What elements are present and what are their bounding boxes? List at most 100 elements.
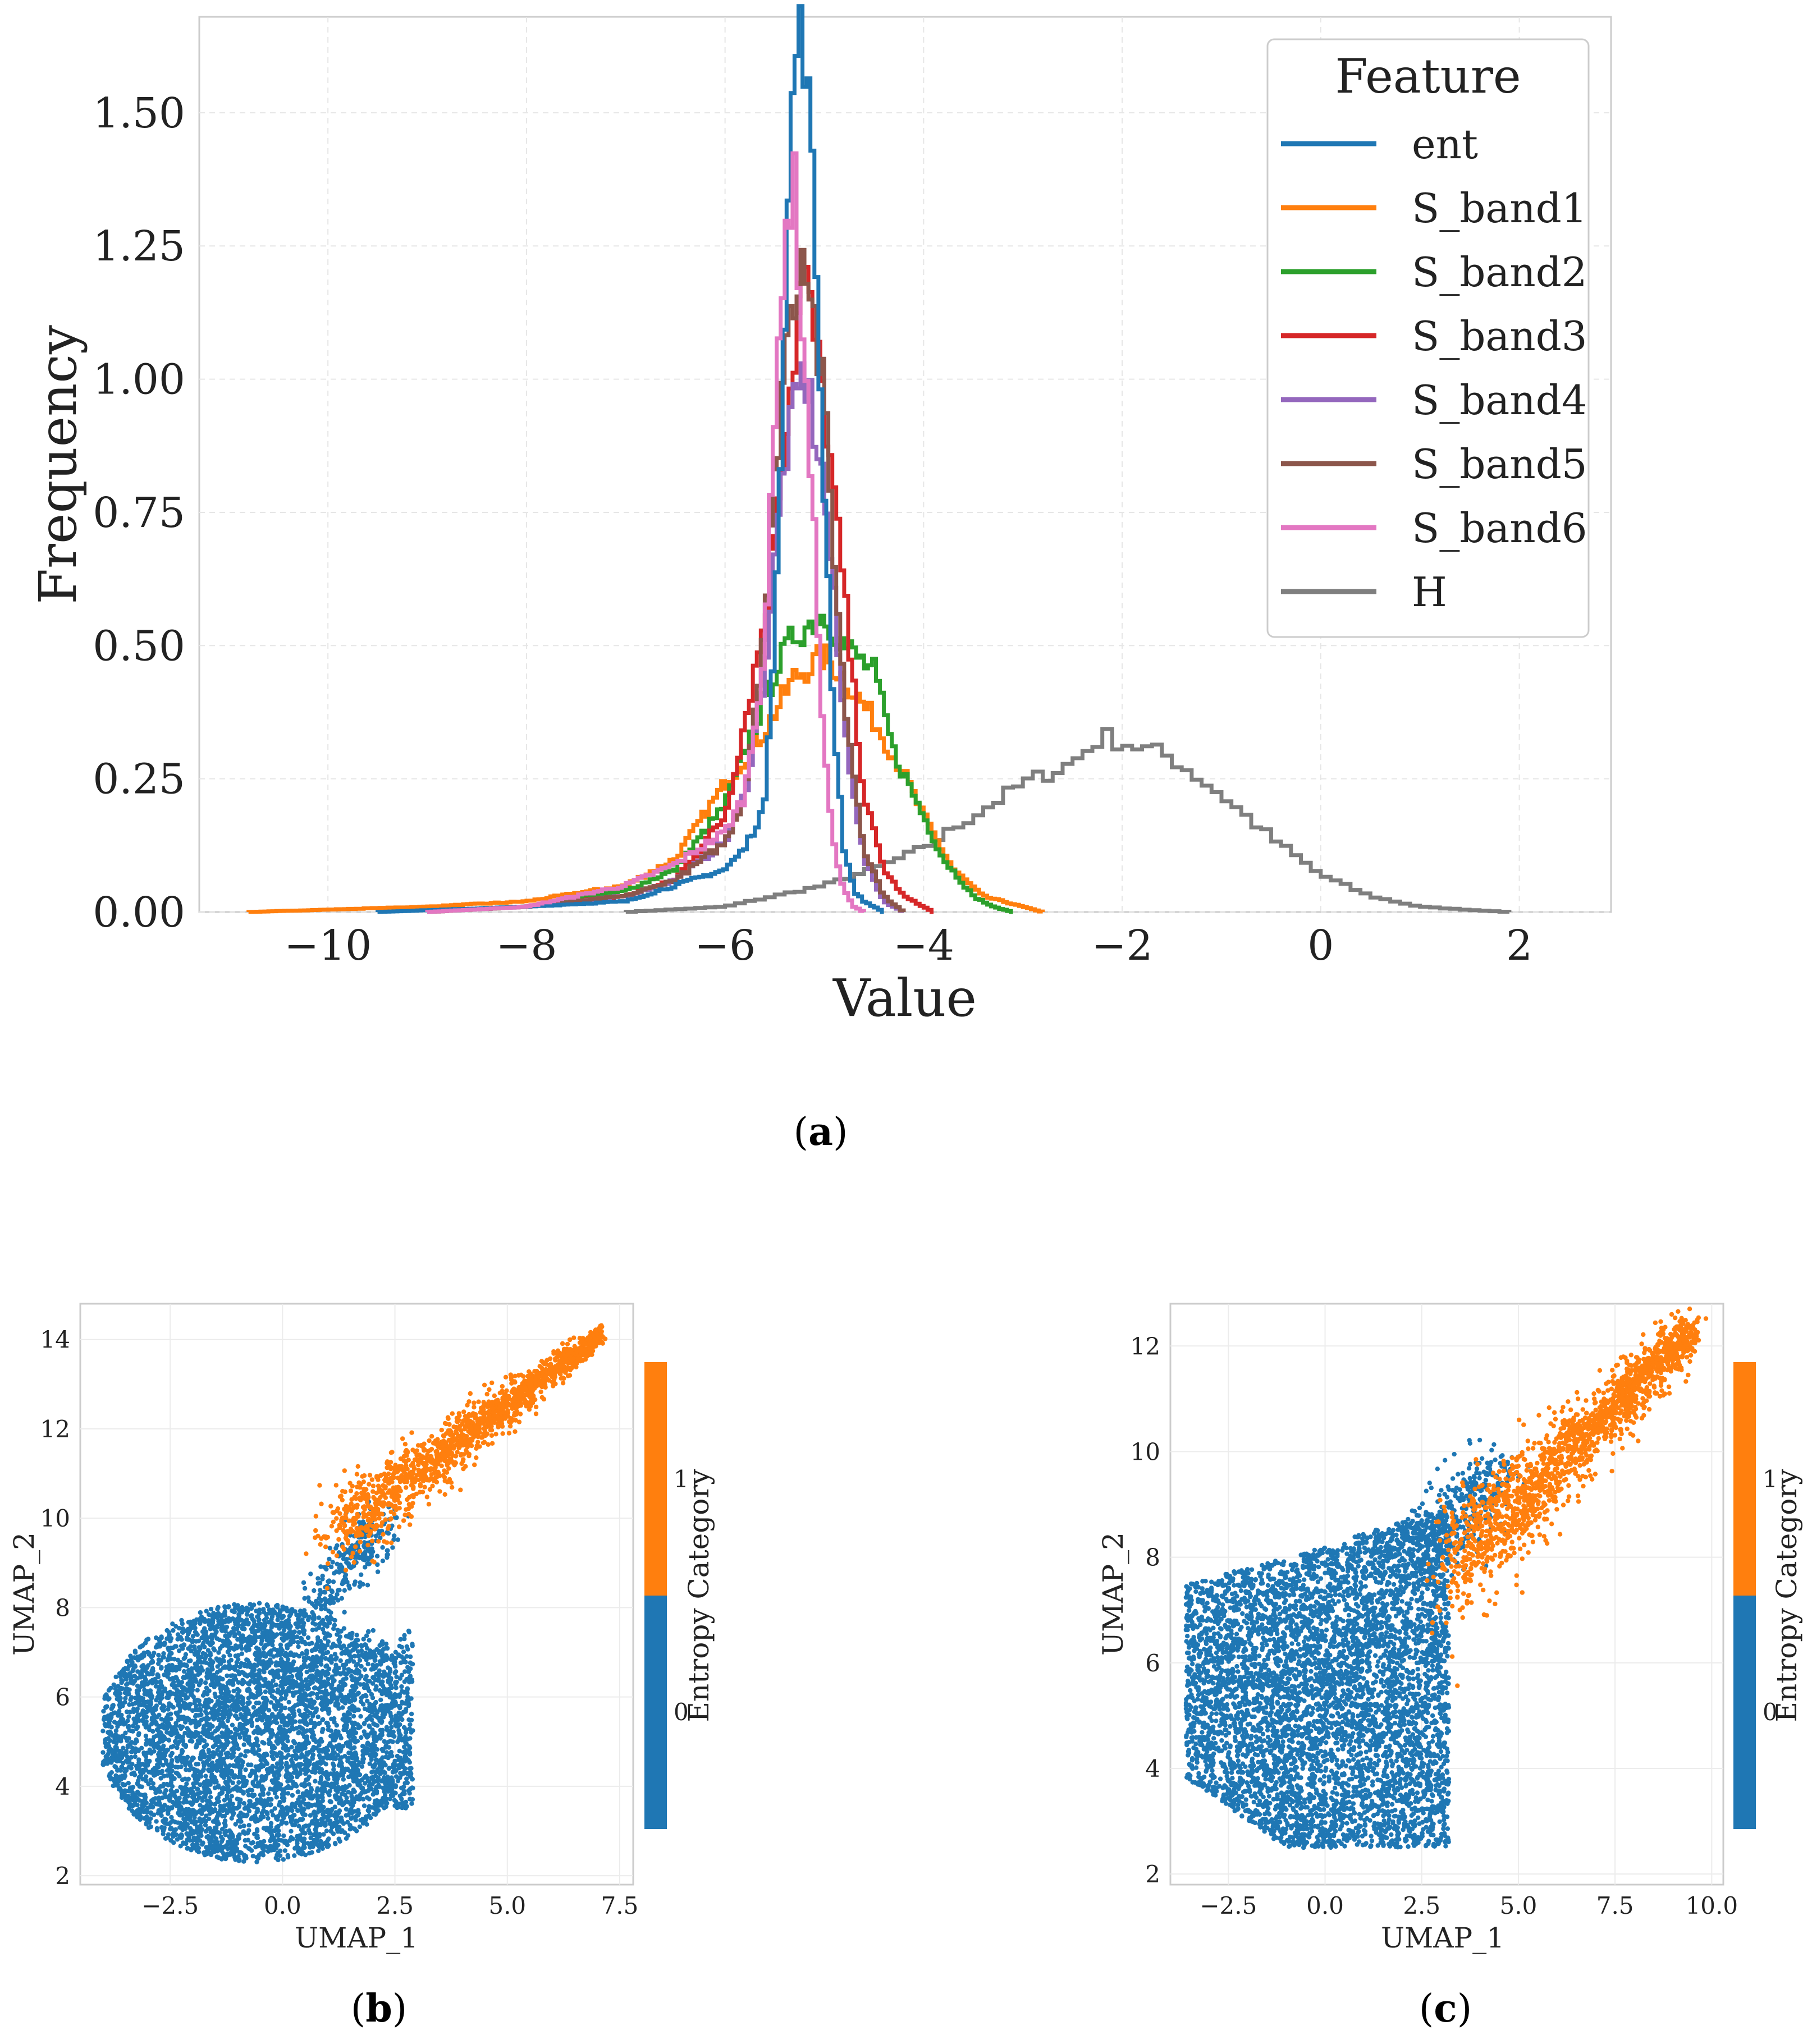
point-category-0 [225,1750,231,1756]
point-category-0 [181,1800,186,1805]
point-category-0 [154,1826,160,1831]
point-category-0 [181,1642,186,1647]
point-category-0 [159,1717,164,1722]
point-category-0 [227,1653,232,1658]
point-category-0 [358,1714,363,1719]
point-category-0 [246,1681,251,1687]
point-category-0 [315,1810,320,1815]
point-category-0 [176,1648,182,1653]
point-category-0 [329,1753,334,1758]
point-category-0 [387,1669,393,1674]
point-category-0 [347,1706,352,1711]
point-category-0 [335,1829,340,1834]
point-category-0 [401,1659,406,1665]
point-category-0 [382,1739,387,1744]
point-category-0 [409,1766,414,1771]
point-category-0 [182,1826,187,1831]
point-category-0 [232,1726,238,1731]
point-category-0 [255,1828,260,1834]
point-category-0 [236,1780,241,1785]
panel-b-points [100,1323,608,1864]
point-category-0 [211,1744,216,1749]
point-category-0 [342,1701,348,1706]
point-category-0 [331,1679,336,1684]
point-category-0 [251,1665,256,1670]
point-category-0 [268,1797,273,1802]
point-category-0 [202,1626,207,1631]
point-category-0 [360,1759,365,1765]
point-category-0 [401,1725,407,1730]
point-category-0 [313,1766,318,1771]
point-category-0 [266,1816,271,1821]
point-category-0 [326,1790,331,1795]
point-category-0 [218,1683,223,1688]
point-category-0 [173,1827,178,1832]
point-category-0 [359,1643,364,1648]
point-category-0 [359,1735,364,1740]
point-category-0 [260,1630,266,1635]
point-category-0 [362,1790,367,1795]
point-category-0 [199,1712,204,1717]
point-category-0 [300,1800,305,1805]
point-category-0 [212,1704,217,1709]
point-category-0 [120,1669,125,1674]
point-category-0 [194,1744,199,1750]
point-category-0 [144,1800,149,1805]
point-category-0 [170,1818,175,1823]
point-category-0 [371,1769,376,1774]
legend-items: entS_band1S_band2S_band3S_band4S_band5S_… [1281,121,1587,616]
x-tick-label: −8 [496,922,557,970]
point-category-0 [135,1781,140,1786]
point-category-0 [268,1838,273,1844]
point-category-0 [253,1710,258,1715]
point-category-0 [380,1679,385,1684]
point-category-0 [347,1782,352,1788]
point-category-0 [274,1787,280,1793]
point-category-0 [361,1693,366,1699]
point-category-0 [218,1658,223,1664]
point-category-0 [325,1631,330,1637]
point-category-0 [309,1648,314,1653]
point-category-0 [274,1734,280,1740]
point-category-0 [336,1836,341,1841]
point-category-0 [333,1841,338,1846]
point-category-0 [138,1773,144,1778]
point-category-0 [274,1781,279,1786]
point-category-0 [190,1739,195,1744]
point-category-0 [108,1776,113,1782]
point-category-0 [396,1652,401,1657]
point-category-0 [173,1740,179,1745]
point-category-0 [237,1832,242,1837]
point-category-0 [281,1857,286,1862]
point-category-0 [264,1810,269,1815]
legend-box [1266,38,1590,638]
point-category-0 [205,1703,210,1709]
point-category-0 [170,1667,175,1673]
point-category-0 [318,1736,324,1741]
point-category-0 [157,1712,162,1717]
point-category-0 [364,1646,370,1651]
point-category-0 [249,1816,254,1822]
point-category-0 [378,1697,383,1703]
point-category-0 [218,1834,224,1840]
point-category-0 [310,1844,315,1849]
point-category-0 [305,1635,311,1640]
point-category-0 [269,1684,275,1689]
point-category-0 [410,1797,415,1802]
point-category-0 [223,1684,228,1690]
point-category-0 [188,1800,193,1805]
point-category-0 [267,1737,272,1743]
point-category-0 [143,1733,149,1739]
point-category-0 [318,1755,323,1760]
y-tick-label: 1.50 [93,89,185,138]
point-category-0 [257,1692,262,1697]
point-category-0 [250,1781,255,1786]
point-category-0 [340,1802,345,1808]
point-category-0 [303,1716,308,1722]
point-category-0 [216,1726,221,1731]
point-category-0 [130,1745,135,1750]
point-category-0 [309,1640,314,1646]
legend-label-ent: ent [1412,121,1478,168]
point-category-0 [244,1779,249,1784]
point-category-0 [236,1680,241,1685]
